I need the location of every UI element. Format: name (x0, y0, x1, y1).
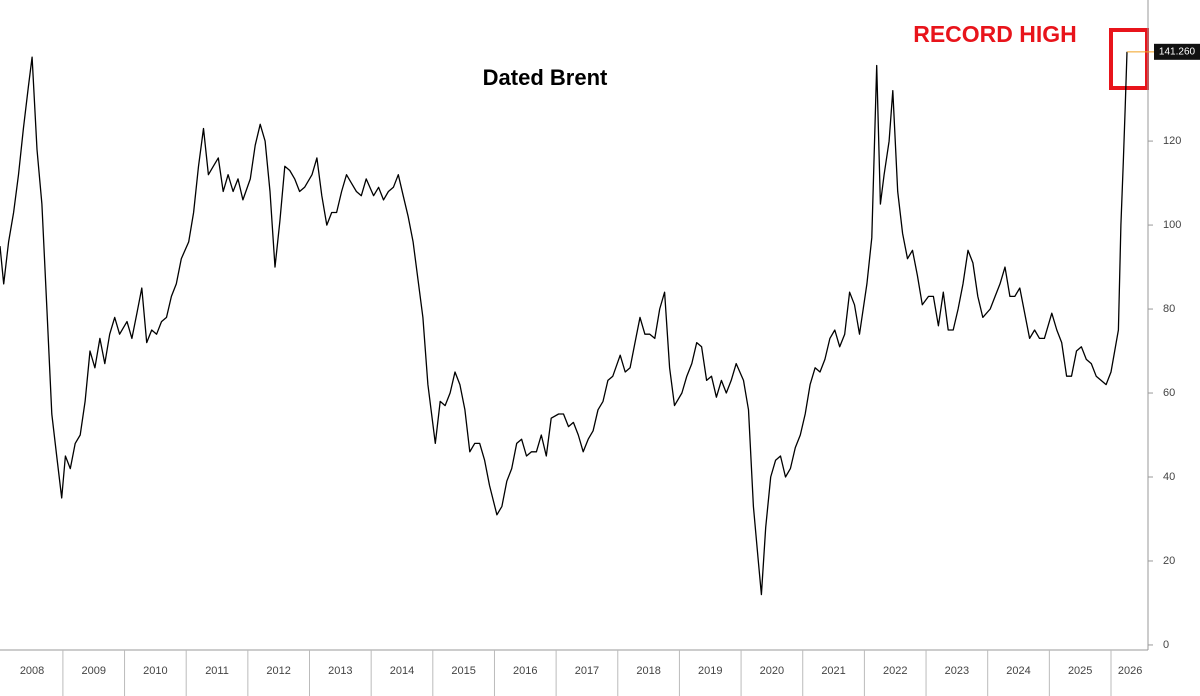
x-tick-label: 2023 (945, 665, 969, 677)
annotation: RECORD HIGH (913, 21, 1077, 47)
x-tick-label: 2009 (81, 665, 105, 677)
last-value-label: 141.260 (1159, 46, 1196, 57)
price-line (0, 51, 1128, 596)
last-value-box (1154, 43, 1200, 60)
x-tick-label: 2008 (20, 665, 44, 677)
x-tick-label: 2024 (1006, 665, 1030, 677)
x-tick-label: 2011 (205, 665, 229, 677)
y-tick-label: 60 (1163, 387, 1175, 399)
x-tick-label: 2010 (143, 665, 167, 677)
x-tick-label: 2020 (760, 665, 784, 677)
y-tick-label: 100 (1163, 219, 1181, 231)
x-tick-label: 2013 (328, 665, 352, 677)
x-tick-label: 2015 (451, 665, 475, 677)
x-tick-label: 2014 (390, 665, 414, 677)
x-tick-label: 2016 (513, 665, 537, 677)
highlight-box (1109, 28, 1149, 90)
y-tick-label: 40 (1163, 471, 1175, 483)
chart-title: Dated Brent (483, 65, 608, 90)
y-tick-label: 20 (1163, 555, 1175, 567)
x-tick-label: 2022 (883, 665, 907, 677)
x-tick-label: 2018 (636, 665, 660, 677)
x-tick-label: 2026 (1118, 665, 1142, 677)
y-tick-label: 80 (1163, 303, 1175, 315)
x-tick-label: 2017 (575, 665, 599, 677)
y-tick-label: 0 (1163, 639, 1169, 651)
y-tick-label: 120 (1163, 135, 1181, 147)
x-tick-label: 2019 (698, 665, 722, 677)
x-tick-label: 2012 (266, 665, 290, 677)
x-tick-label: 2021 (821, 665, 845, 677)
x-tick-label: 2025 (1068, 665, 1092, 677)
